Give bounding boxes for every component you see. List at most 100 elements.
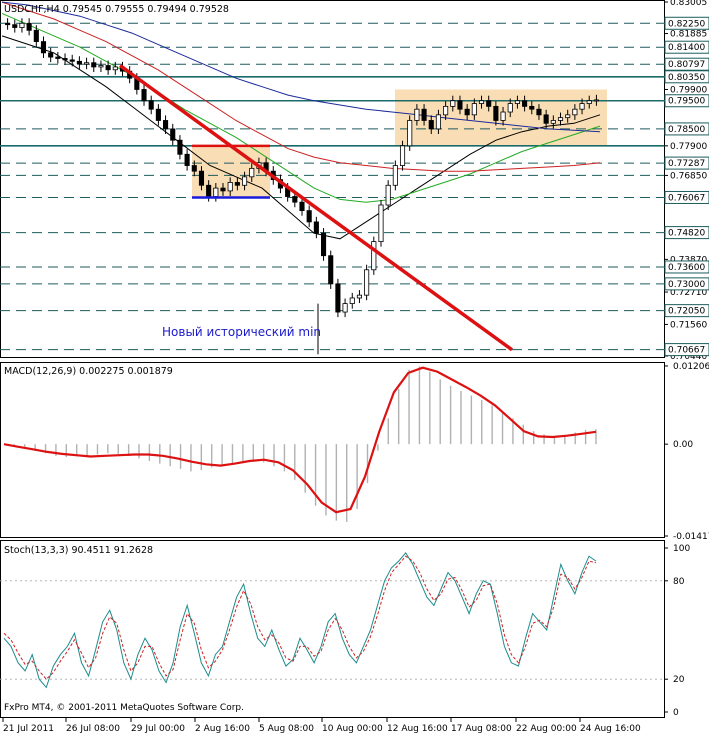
candle-body: [586, 100, 592, 104]
price-level-box: [664, 94, 709, 108]
time-tick-label: 10 Aug 00:00: [322, 724, 383, 734]
candle-body: [364, 269, 370, 296]
macd-tick-label: 0.012065: [673, 362, 709, 372]
moving-average-line: [1, 12, 601, 203]
candle-body: [385, 184, 391, 206]
time-tick-label: 21 Jul 2011: [3, 724, 54, 734]
candle-body: [155, 108, 161, 121]
price-chart-group: [0, 1, 665, 355]
candle-body: [177, 139, 183, 155]
price-level-label: 0.78500: [668, 125, 705, 135]
time-tick-label: 26 Jul 08:00: [66, 724, 120, 734]
candle-body: [213, 187, 219, 197]
candle-body: [428, 120, 434, 130]
price-level-box: [664, 16, 709, 30]
candle-body: [443, 105, 449, 116]
price-tick-label: 0.81885: [670, 30, 707, 40]
candle-body: [421, 108, 427, 121]
price-level-box: [664, 190, 709, 204]
price-level-box: [664, 122, 709, 136]
price-level-box: [664, 343, 709, 357]
price-level-box: [664, 304, 709, 318]
candle-body: [26, 22, 32, 31]
candle-body: [163, 120, 169, 130]
candle-body: [486, 100, 492, 107]
candle-body: [450, 100, 456, 107]
price-level-box: [664, 156, 709, 170]
candle-body: [514, 100, 520, 104]
price-tick-label: 0.73870: [670, 255, 707, 265]
candle-body: [105, 65, 111, 71]
candle-body: [529, 105, 535, 110]
candle-body: [522, 100, 528, 107]
candle-body: [500, 111, 506, 121]
price-tick-label: 0.76850: [670, 171, 707, 181]
candle-body: [241, 176, 248, 186]
candle-body: [313, 221, 319, 234]
candle-body: [543, 114, 549, 124]
price-tick-label: 0.71560: [670, 320, 707, 330]
candle-body: [184, 153, 190, 166]
stoch-tick-label: 0: [673, 708, 679, 718]
macd-panel-header: MACD(12,26,9) 0.002275 0.001879: [4, 366, 173, 377]
stoch-panel-header: Stoch(13,3,3) 90.4511 91.2628: [4, 545, 153, 556]
macd-chart-group: [3, 366, 597, 522]
candle-body: [507, 103, 513, 113]
price-level-box: [664, 40, 709, 54]
candle-body: [33, 29, 39, 42]
candle-body: [493, 105, 499, 121]
price-level-label: 0.77287: [668, 159, 705, 169]
copyright-text: FxPro MT4, © 2001-2011 MetaQuotes Softwa…: [4, 703, 244, 713]
candle-body: [198, 170, 205, 186]
time-tick-label: 22 Aug 00:00: [516, 724, 577, 734]
candle-body: [342, 303, 348, 313]
price-panel-header: USDCHF,H4 0.79545 0.79555 0.79494 0.7952…: [4, 4, 229, 15]
time-tick-label: 29 Jul 00:00: [131, 724, 185, 734]
price-level-box: [664, 226, 709, 240]
price-level-label: 0.82250: [668, 19, 705, 29]
candle-body: [478, 100, 485, 104]
candle-body: [550, 120, 556, 124]
candle-body: [170, 128, 176, 141]
candle-body: [19, 22, 25, 28]
price-level-label: 0.74820: [668, 229, 705, 239]
stoch-chart-group: [0, 552, 665, 689]
price-level-label: 0.81400: [668, 43, 705, 53]
candle-body: [407, 120, 413, 147]
candle-body: [593, 99, 599, 102]
price-tick-label: 0.72710: [670, 288, 707, 298]
candle-body: [55, 56, 61, 59]
candle-body: [471, 103, 477, 116]
candle-body: [292, 196, 298, 203]
stoch-tick-label: 20: [673, 675, 685, 685]
candle-body: [141, 89, 147, 102]
candle-body: [48, 52, 54, 58]
price-level-box: [664, 57, 709, 71]
candle-body: [299, 201, 305, 212]
macd-panel-frame: [0, 362, 665, 538]
price-tick-label: 0.83005: [670, 0, 707, 8]
price-level-label: 0.80797: [668, 60, 705, 70]
price-level-label: 0.73000: [668, 280, 705, 290]
candle-body: [206, 184, 212, 197]
downtrend-line: [118, 64, 514, 352]
candle-body: [76, 60, 82, 65]
candle-body: [378, 204, 384, 243]
candle-body: [98, 65, 104, 68]
time-tick-label: 24 Aug 16:00: [580, 724, 641, 734]
candle-body: [227, 182, 233, 192]
new-historic-min-annotation: Новый исторический min: [162, 325, 321, 339]
candle-body: [62, 58, 68, 61]
price-panel-frame: [0, 0, 665, 358]
stoch-line: [3, 555, 597, 680]
time-tick-label: 2 Aug 16:00: [195, 724, 250, 734]
candle-body: [356, 294, 362, 299]
candle-body: [557, 117, 564, 121]
candle-body: [399, 145, 406, 166]
price-level-label: 0.79500: [668, 97, 705, 107]
candle-body: [328, 255, 334, 285]
price-tick-label: 0.79900: [670, 85, 707, 95]
candle-body: [435, 114, 441, 130]
